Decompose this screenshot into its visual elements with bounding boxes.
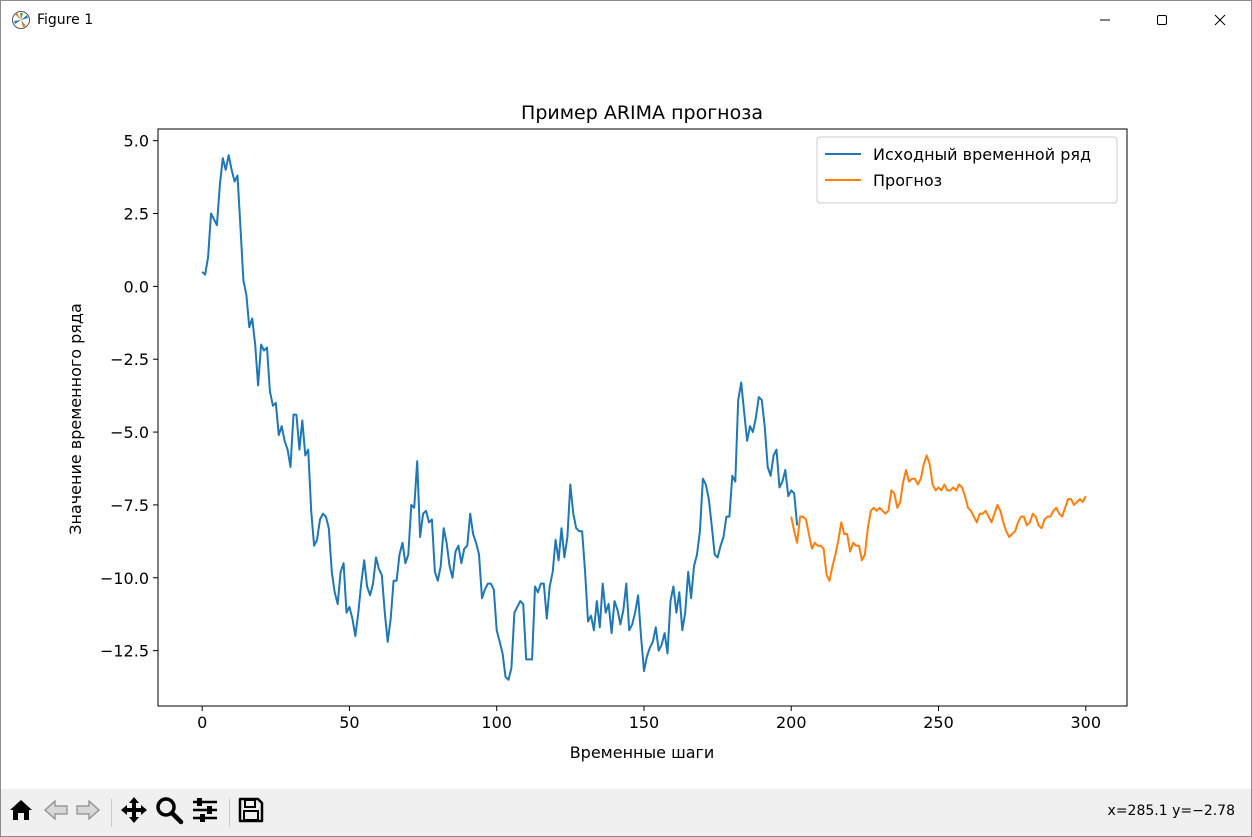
chart-title: Пример ARIMA прогноза [521, 102, 763, 124]
move-icon [119, 795, 149, 829]
minimize-icon [1099, 11, 1111, 30]
title-bar: Figure 1 [1, 1, 1251, 39]
toolbar-separator [111, 799, 112, 827]
y-tick-label: −12.5 [100, 642, 149, 661]
y-tick-label: −5.0 [110, 423, 149, 442]
home-button[interactable] [6, 797, 36, 827]
forward-button[interactable] [73, 797, 103, 827]
home-icon [7, 796, 35, 828]
x-tick-label: 50 [339, 713, 359, 732]
y-tick-label: −2.5 [110, 350, 149, 369]
matplotlib-icon [11, 10, 31, 30]
x-tick-label: 200 [776, 713, 807, 732]
chart-svg: Пример ARIMA прогноза 0 50 100 150 200 250 300… [66, 102, 1128, 762]
legend-label: Прогноз [873, 171, 942, 190]
arrow-right-icon [74, 796, 102, 828]
y-tick-label: 5.0 [124, 132, 149, 151]
close-icon [1214, 11, 1226, 30]
x-axis-label: Временные шаги [570, 743, 715, 762]
legend-box [816, 136, 1118, 204]
sliders-icon [190, 795, 220, 829]
axes-frame [157, 128, 1128, 707]
cursor-coordinates: x=285.1 y=−2.78 [1107, 803, 1235, 819]
x-tick-label: 100 [481, 713, 512, 732]
toolbar-separator [229, 799, 230, 827]
configure-subplots-button[interactable] [190, 797, 220, 827]
figure-canvas[interactable]: Пример ARIMA прогноза 0 50 100 150 200 250 300… [1, 39, 1251, 789]
series-line-original [201, 154, 799, 681]
maximize-button[interactable] [1135, 1, 1189, 39]
back-button[interactable] [41, 797, 71, 827]
y-tick-label: −7.5 [110, 496, 149, 515]
x-tick-label: 300 [1070, 713, 1101, 732]
magnifier-icon [154, 795, 184, 829]
arrow-left-icon [42, 796, 70, 828]
y-axis-label: Значение временного ряда [66, 303, 85, 535]
x-tick-label: 250 [923, 713, 954, 732]
pan-button[interactable] [119, 797, 149, 827]
y-tick-label: −10.0 [100, 569, 149, 588]
maximize-icon [1156, 11, 1168, 30]
x-tick-label: 150 [629, 713, 660, 732]
window-title: Figure 1 [37, 12, 94, 28]
series-line-forecast [790, 454, 1087, 582]
y-tick-label: 2.5 [124, 205, 149, 224]
plot-area: 0 50 100 150 200 250 300 5.0 2.5 0.0 −2.5 −5.0 −7.5 −… [100, 128, 1128, 732]
close-button[interactable] [1193, 1, 1247, 39]
zoom-button[interactable] [154, 797, 184, 827]
navigation-toolbar: x=285.1 y=−2.78 [1, 789, 1251, 836]
floppy-disk-icon [237, 796, 265, 828]
y-tick-label: 0.0 [124, 277, 149, 296]
x-tick-label: 0 [197, 713, 207, 732]
minimize-button[interactable] [1078, 1, 1132, 39]
legend-label: Исходный временной ряд [873, 145, 1091, 164]
save-button[interactable] [236, 797, 266, 827]
